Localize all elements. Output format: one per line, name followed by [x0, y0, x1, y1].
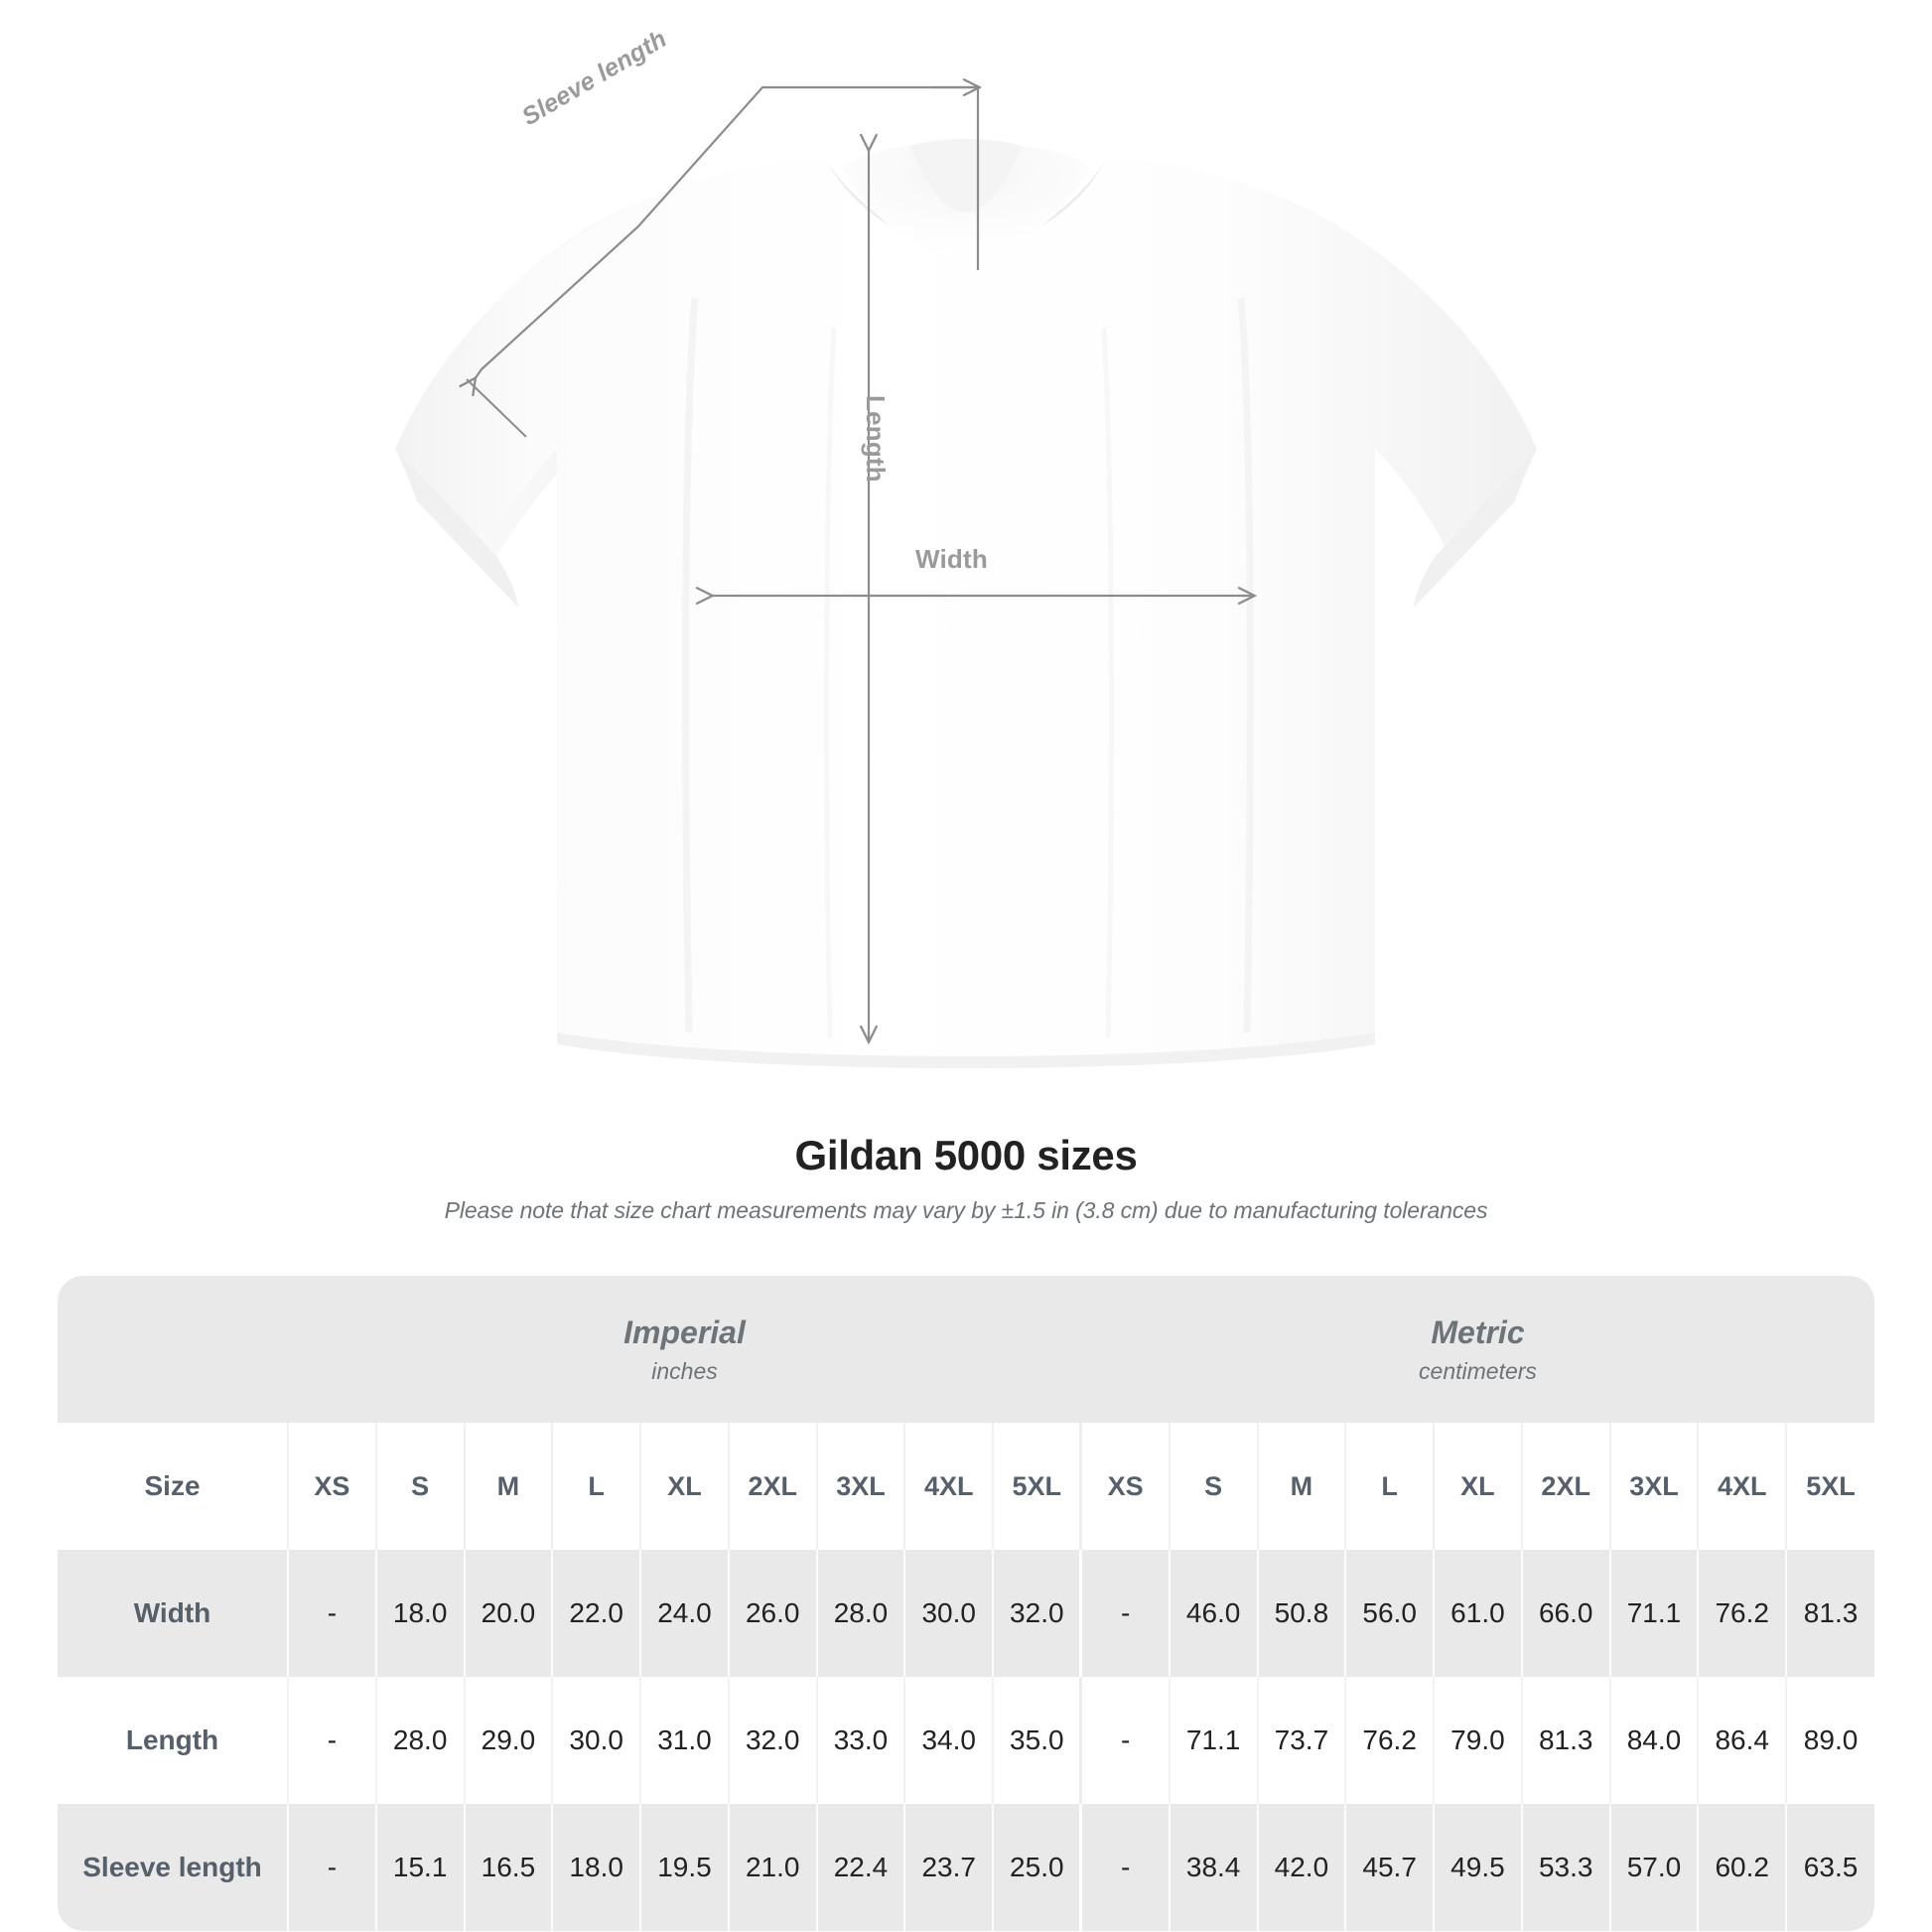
row-label-sleeve-length: Sleeve length: [58, 1804, 288, 1931]
measurement-cell: -: [287, 1677, 376, 1804]
unit-header-row: Imperial inches Metric centimeters: [58, 1276, 1874, 1423]
size-header-cell: 2XL: [1520, 1423, 1610, 1550]
table-row: Width -18.0 20.0 22.0 24.0 26.0 28.0 30.0 32.0-4…: [58, 1550, 1874, 1677]
measurement-cell: 56.0: [1344, 1550, 1435, 1677]
length-label: Length: [861, 395, 891, 483]
size-header-cell: L: [1344, 1423, 1435, 1550]
measurement-cell: -: [1079, 1550, 1170, 1677]
measurement-cell: 26.0: [727, 1550, 817, 1677]
measurement-cell: 60.2: [1697, 1804, 1787, 1931]
measurement-cell: 18.0: [551, 1804, 641, 1931]
measurement-cell: -: [287, 1550, 376, 1677]
measurement-cell: -: [1079, 1677, 1170, 1804]
size-chart-table: Imperial inches Metric centimeters Size XS S M L…: [58, 1276, 1874, 1931]
sleeve-length-arrow: [467, 87, 978, 438]
measurement-cell: -: [287, 1804, 376, 1931]
unit-system-label: Metric: [1431, 1313, 1525, 1350]
measurement-cell: 24.0: [639, 1550, 729, 1677]
unit-group-metric: Metric centimeters: [1080, 1276, 1874, 1423]
measurement-cell: 30.0: [903, 1550, 994, 1677]
measurement-cell: 31.0: [639, 1677, 729, 1804]
measurement-cell: 22.4: [815, 1804, 905, 1931]
measurement-cell: 18.0: [374, 1550, 465, 1677]
tolerance-note: Please note that size chart measurements…: [444, 1197, 1488, 1223]
measurement-cell: 45.7: [1344, 1804, 1435, 1931]
size-header-cell: XS: [1079, 1423, 1170, 1550]
measurement-cell: 61.0: [1433, 1550, 1522, 1677]
size-header-cell: 4XL: [1697, 1423, 1787, 1550]
measurement-cell: 22.0: [551, 1550, 641, 1677]
measurement-cell: 30.0: [551, 1677, 641, 1804]
measurement-cell: 49.5: [1433, 1804, 1522, 1931]
measurement-cell: 28.0: [374, 1677, 465, 1804]
measurement-cell: 50.8: [1256, 1550, 1346, 1677]
measurement-cell: 81.3: [1520, 1677, 1610, 1804]
size-header-cell: 3XL: [1608, 1423, 1699, 1550]
size-header-cell: 5XL: [1785, 1423, 1874, 1550]
measurement-cell: 53.3: [1520, 1804, 1610, 1931]
tshirt-illustration: [395, 0, 1537, 1068]
row-label-width: Width: [58, 1550, 288, 1677]
measurement-cell: 21.0: [727, 1804, 817, 1931]
size-header-cell: S: [374, 1423, 465, 1550]
table-row: Sleeve length -15.1 16.5 18.0 19.5 21.0 22.4 23…: [58, 1804, 1874, 1931]
measurement-cell: 19.5: [639, 1804, 729, 1931]
measurement-cell: 29.0: [463, 1677, 553, 1804]
size-header-cell: M: [463, 1423, 553, 1550]
measurement-cell: 71.1: [1608, 1550, 1699, 1677]
measurement-cell: 32.0: [992, 1550, 1081, 1677]
measurement-cell: 20.0: [463, 1550, 553, 1677]
measurement-cell: 16.5: [463, 1804, 553, 1931]
size-header-cell: 2XL: [727, 1423, 817, 1550]
measurement-cell: 86.4: [1697, 1677, 1787, 1804]
measurement-cell: 34.0: [903, 1677, 994, 1804]
unit-system-label: Imperial: [623, 1313, 746, 1350]
measurement-cell: 42.0: [1256, 1804, 1346, 1931]
measurement-cell: 35.0: [992, 1677, 1081, 1804]
unit-group-imperial: Imperial inches: [288, 1276, 1081, 1423]
unit-name-label: inches: [651, 1357, 718, 1384]
size-header-cell: XL: [639, 1423, 729, 1550]
size-header-row: Size XS S M L XL 2XL 3XL 4XL 5XL XS S M L XL 2XL 3XL 4XL 5…: [58, 1423, 1874, 1550]
tshirt-diagram: Sleeve length Length Width: [395, 0, 1537, 1068]
size-header-cell: 3XL: [815, 1423, 905, 1550]
measurement-cell: 28.0: [815, 1550, 905, 1677]
measurement-cell: 38.4: [1168, 1804, 1258, 1931]
tshirt-shape: [395, 139, 1537, 1068]
size-chart-table-container: Imperial inches Metric centimeters Size XS S M L…: [58, 1276, 1874, 1931]
measurement-cell: -: [1079, 1804, 1170, 1931]
measurement-cell: 66.0: [1520, 1550, 1610, 1677]
measurement-cell: 76.2: [1697, 1550, 1787, 1677]
size-header-cell: XL: [1433, 1423, 1522, 1550]
table-row: Length -28.0 29.0 30.0 31.0 32.0 33.0 34.0 35.0-…: [58, 1677, 1874, 1804]
measurement-cell: 15.1: [374, 1804, 465, 1931]
measurement-cell: 32.0: [727, 1677, 817, 1804]
measurement-cell: 84.0: [1608, 1677, 1699, 1804]
measurement-cell: 25.0: [992, 1804, 1081, 1931]
measurement-cell: 63.5: [1785, 1804, 1874, 1931]
row-label-length: Length: [58, 1677, 288, 1804]
size-header-cell: M: [1256, 1423, 1346, 1550]
measurement-cell: 57.0: [1608, 1804, 1699, 1931]
measurement-cell: 89.0: [1785, 1677, 1874, 1804]
measurement-cell: 71.1: [1168, 1677, 1258, 1804]
page-title: Gildan 5000 sizes: [794, 1132, 1138, 1178]
measurement-cell: 81.3: [1785, 1550, 1874, 1677]
measurement-cell: 23.7: [903, 1804, 994, 1931]
size-header-cell: XS: [287, 1423, 376, 1550]
width-label: Width: [915, 544, 988, 574]
title-block: Gildan 5000 sizes Please note that size …: [0, 1132, 1932, 1224]
size-header-cell: 5XL: [992, 1423, 1081, 1550]
unit-header-spacer: [58, 1276, 288, 1423]
size-column-header: Size: [58, 1423, 288, 1550]
measurement-cell: 46.0: [1168, 1550, 1258, 1677]
size-header-cell: L: [551, 1423, 641, 1550]
size-header-cell: S: [1168, 1423, 1258, 1550]
measurement-cell: 73.7: [1256, 1677, 1346, 1804]
measurement-cell: 79.0: [1433, 1677, 1522, 1804]
unit-name-label: centimeters: [1419, 1357, 1537, 1384]
measurement-cell: 33.0: [815, 1677, 905, 1804]
measurement-cell: 76.2: [1344, 1677, 1435, 1804]
size-header-cell: 4XL: [903, 1423, 994, 1550]
